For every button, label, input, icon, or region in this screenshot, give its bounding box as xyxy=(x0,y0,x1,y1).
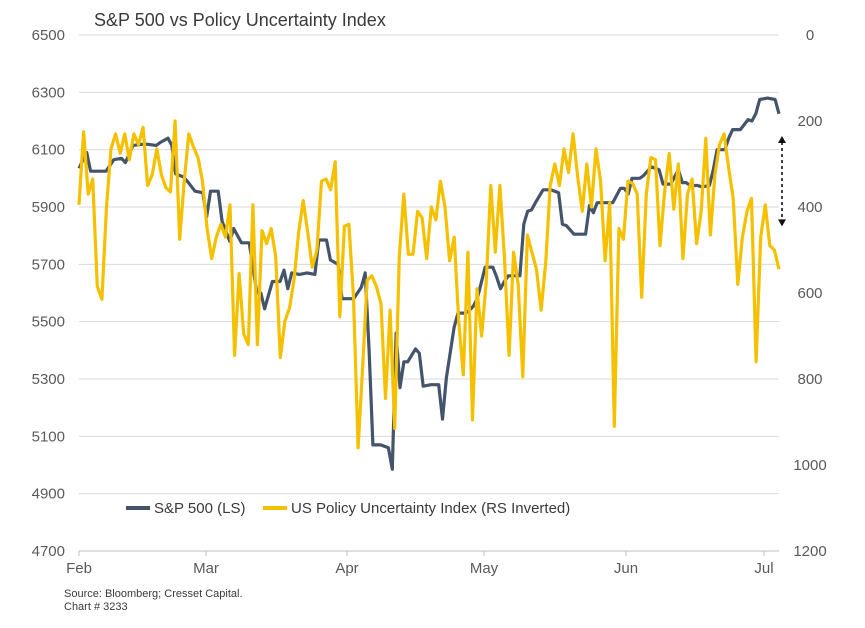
left-tick-label: 6300 xyxy=(32,84,65,101)
left-axis-ticks: 4700 4900 5100 5300 5500 5700 5900 6100 6300 6500 xyxy=(32,27,65,560)
chart-title: S&P 500 vs Policy Uncertainty Index xyxy=(94,10,386,30)
right-tick-label: 400 xyxy=(797,199,822,216)
right-tick-label: 600 xyxy=(797,285,822,302)
left-tick-label: 5700 xyxy=(32,256,65,273)
left-tick-label: 5100 xyxy=(32,428,65,445)
source-note: Source: Bloomberg; Cresset Capital. xyxy=(64,588,243,600)
x-tick-label: Apr xyxy=(335,560,358,577)
x-tick-label: Mar xyxy=(193,560,219,577)
left-tick-label: 5900 xyxy=(32,199,65,216)
left-tick-label: 6500 xyxy=(32,27,65,44)
right-tick-label: 0 xyxy=(806,27,814,44)
legend-label-sp500: S&P 500 (LS) xyxy=(154,500,245,517)
x-axis-ticks: Feb Mar Apr May Jun Jul xyxy=(66,551,774,577)
right-axis-ticks: 0 200 400 600 800 1000 1200 xyxy=(793,27,826,560)
series-lines xyxy=(77,96,781,471)
left-tick-label: 4900 xyxy=(32,486,65,503)
right-tick-label: 1000 xyxy=(793,457,826,474)
arrow-head-top xyxy=(778,136,786,144)
left-tick-label: 5500 xyxy=(32,314,65,331)
gridlines xyxy=(79,34,779,552)
range-arrow xyxy=(778,136,786,227)
legend: S&P 500 (LS) US Policy Uncertainty Index… xyxy=(126,500,570,517)
series-line-sp500 xyxy=(77,96,781,471)
left-tick-label: 4700 xyxy=(32,543,65,560)
arrow-head-bottom xyxy=(778,219,786,227)
x-tick-label: May xyxy=(470,560,499,577)
right-tick-label: 1200 xyxy=(793,543,826,560)
legend-label-epu: US Policy Uncertainty Index (RS Inverted… xyxy=(291,500,570,517)
chart-number: Chart # 3233 xyxy=(64,601,128,613)
right-tick-label: 200 xyxy=(797,113,822,130)
left-tick-label: 6100 xyxy=(32,142,65,159)
x-tick-label: Jul xyxy=(754,560,773,577)
left-tick-label: 5300 xyxy=(32,371,65,388)
right-tick-label: 800 xyxy=(797,371,822,388)
x-tick-label: Feb xyxy=(66,560,92,577)
x-tick-label: Jun xyxy=(614,560,638,577)
series-line-epu xyxy=(77,119,781,450)
